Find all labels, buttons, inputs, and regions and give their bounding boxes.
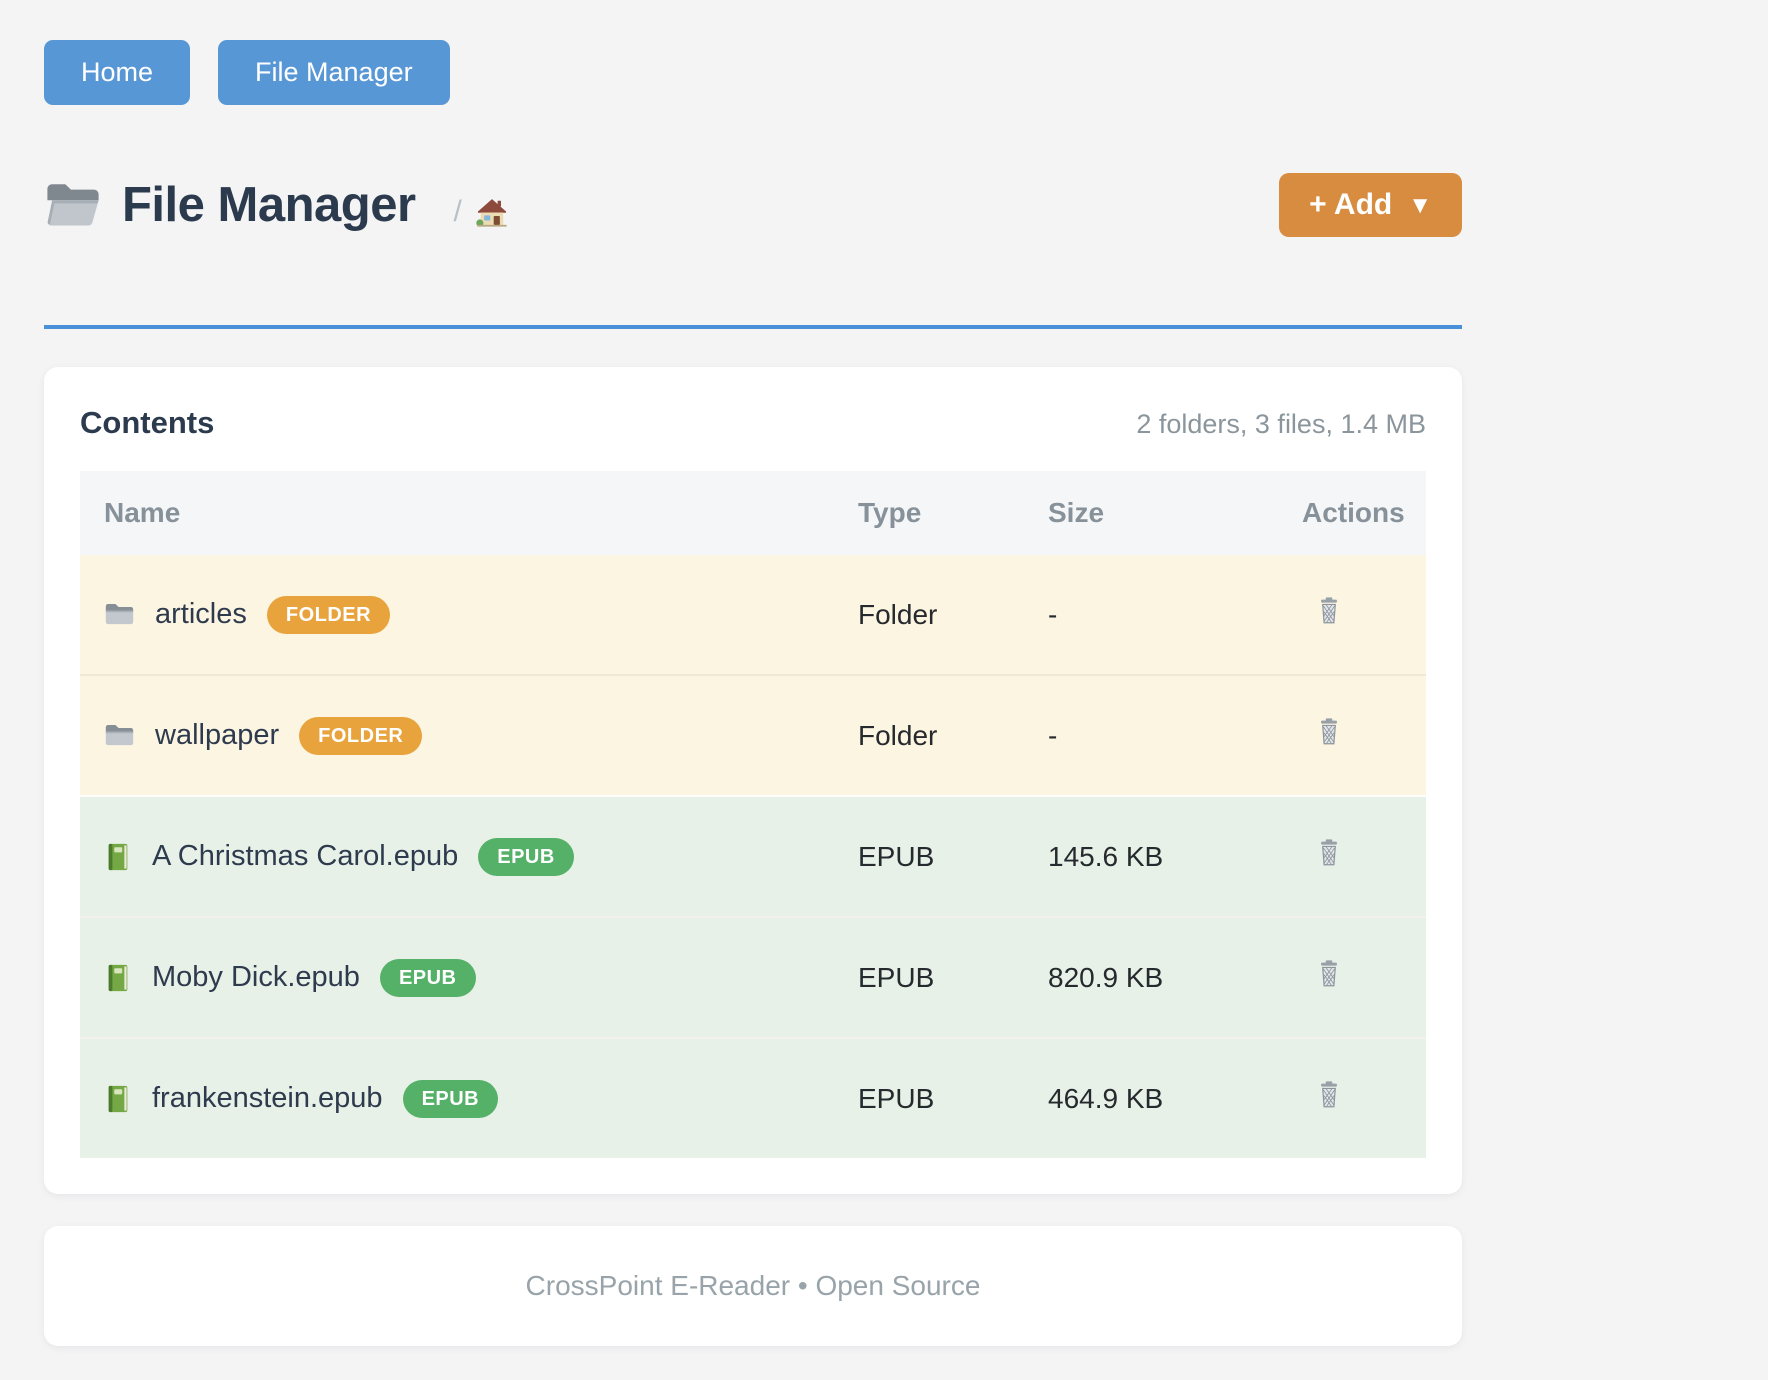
trash-icon — [1314, 1079, 1344, 1114]
table-row[interactable]: Moby Dick.epub EPUB EPUB 820.9 KB — [80, 916, 1426, 1038]
table-row[interactable]: articles FOLDER Folder - — [80, 555, 1426, 675]
caret-down-icon: ▼ — [1408, 192, 1432, 219]
column-header-size: Size — [1048, 497, 1105, 528]
nav-file-manager-button[interactable]: File Manager — [218, 40, 450, 105]
size-cell: 464.9 KB — [1048, 1037, 1298, 1158]
table-row[interactable]: A Christmas Carol.epub EPUB EPUB 145.6 K… — [80, 795, 1426, 917]
trash-icon — [1314, 595, 1344, 630]
contents-summary: 2 folders, 3 files, 1.4 MB — [1136, 409, 1426, 439]
type-badge: FOLDER — [266, 595, 391, 634]
breadcrumb: / — [454, 180, 510, 230]
table-row[interactable]: frankenstein.epub EPUB EPUB 464.9 KB — [80, 1037, 1426, 1158]
nav-home-button[interactable]: Home — [44, 40, 191, 105]
folder-icon — [44, 181, 102, 229]
delete-button[interactable] — [1314, 958, 1344, 993]
delete-button[interactable] — [1314, 837, 1344, 872]
file-name[interactable]: Moby Dick.epub — [152, 961, 360, 993]
file-name[interactable]: frankenstein.epub — [152, 1082, 383, 1114]
card-title: Contents — [80, 405, 215, 440]
contents-card: Contents 2 folders, 3 files, 1.4 MB Name… — [44, 367, 1462, 1194]
size-cell: 820.9 KB — [1048, 916, 1298, 1038]
footer: CrossPoint E-Reader • Open Source — [44, 1226, 1462, 1346]
column-header-actions: Actions — [1302, 497, 1405, 528]
file-table: Name Type Size Actions — [80, 471, 1426, 1158]
size-cell: - — [1048, 598, 1058, 630]
type-badge: FOLDER — [299, 716, 423, 755]
accent-divider — [44, 325, 1462, 329]
house-icon[interactable] — [474, 194, 510, 230]
delete-button[interactable] — [1314, 595, 1344, 630]
delete-button[interactable] — [1314, 716, 1344, 751]
add-button[interactable]: + Add ▼ — [1279, 173, 1462, 237]
type-badge: EPUB — [478, 837, 574, 876]
table-row[interactable]: wallpaper FOLDER Folder - — [80, 674, 1426, 796]
trash-icon — [1314, 716, 1344, 751]
table-header-row: Name Type Size Actions — [80, 471, 1426, 555]
page-header: File Manager / — [44, 173, 1462, 237]
green-book-icon — [104, 963, 132, 993]
page-title: File Manager — [122, 178, 416, 232]
trash-icon — [1314, 837, 1344, 872]
type-cell: EPUB — [858, 1037, 1048, 1158]
type-cell: Folder — [858, 674, 1048, 796]
green-book-icon — [104, 842, 132, 872]
file-name[interactable]: articles — [155, 598, 247, 630]
add-button-label: + Add — [1309, 188, 1393, 221]
folder-icon — [104, 602, 135, 628]
column-header-name: Name — [104, 497, 181, 528]
page: Home File Manager File Manager / — [44, 40, 1768, 1346]
delete-button[interactable] — [1314, 1079, 1344, 1114]
size-cell: - — [1048, 674, 1298, 796]
trash-icon — [1314, 958, 1344, 993]
type-cell: EPUB — [858, 916, 1048, 1038]
green-book-icon — [104, 1084, 132, 1114]
footer-text: CrossPoint E-Reader • Open Source — [525, 1270, 981, 1301]
type-badge: EPUB — [402, 1079, 499, 1118]
column-header-type: Type — [858, 497, 922, 528]
type-cell: Folder — [858, 598, 938, 630]
folder-icon — [104, 723, 135, 749]
breadcrumb-separator: / — [453, 195, 462, 228]
file-name[interactable]: wallpaper — [155, 719, 280, 751]
top-nav: Home File Manager — [44, 40, 1768, 105]
file-name[interactable]: A Christmas Carol.epub — [152, 840, 459, 872]
type-cell: EPUB — [858, 795, 1048, 917]
size-cell: 145.6 KB — [1048, 795, 1298, 917]
type-badge: EPUB — [379, 958, 476, 997]
